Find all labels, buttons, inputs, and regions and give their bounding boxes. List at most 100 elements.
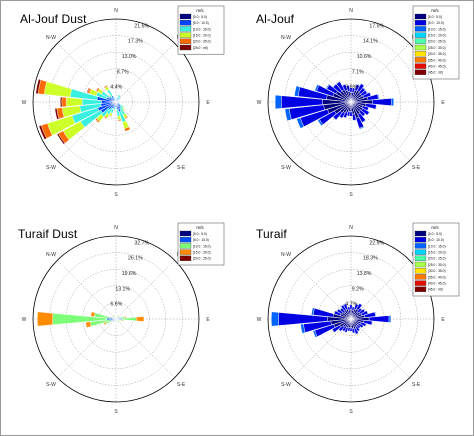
rose-petal-segment <box>374 311 377 317</box>
legend-entry-label: [25.0 : inf) <box>193 46 208 50</box>
legend-swatch <box>179 26 192 32</box>
radial-percent-label: 7.1% <box>352 69 364 75</box>
legend-entry-label: [10.0 : 15.0) <box>428 27 446 31</box>
outer-ring <box>267 235 435 403</box>
legend-swatch <box>414 51 427 57</box>
panel-turaif: NN-EES-ESS-WWN-W4.7%9.2%13.8%18.3%22.9%m… <box>237 219 473 436</box>
spoke-line <box>292 318 352 378</box>
direction-label: N-W <box>281 35 291 41</box>
legend-swatch <box>179 230 192 237</box>
direction-label: S-E <box>177 382 186 388</box>
rose-petal-segment <box>119 320 122 322</box>
direction-label: N-W <box>46 35 56 41</box>
rose-petal-segment <box>124 126 131 132</box>
rose-petal-segment <box>317 118 324 127</box>
rose-petal-segment <box>85 321 92 328</box>
rose-petal-segment <box>60 96 63 108</box>
legend-entry-label: [15.0 : 20.0) <box>428 251 446 255</box>
rose-petal-segment <box>333 310 336 314</box>
radial-percent-label: 17.3% <box>128 39 143 45</box>
rose-petal-segment <box>43 81 73 98</box>
rose-petal-segment <box>367 107 370 112</box>
rose-petal-segment <box>300 323 306 334</box>
rose-petal-segment <box>377 93 380 100</box>
rose-petal-segment <box>115 313 117 315</box>
rose-petal-segment <box>103 115 108 120</box>
direction-label: E <box>206 100 210 106</box>
outer-ring <box>267 18 435 186</box>
legend-swatch <box>414 26 427 32</box>
panel-turaif-dust: NN-EES-ESS-WWN-W6.6%13.1%19.6%26.1%32.7%… <box>2 219 238 436</box>
direction-label: S <box>114 409 118 415</box>
legend-entry-label: [15.0 : 20.0) <box>193 251 211 255</box>
legend-entry-label: [25.0 : 30.0) <box>428 46 446 50</box>
direction-label: N-W <box>46 252 56 258</box>
direction-label: E <box>206 317 210 323</box>
rose-petal-segment <box>336 308 339 312</box>
rose-petal-segment <box>366 310 369 314</box>
spoke-line <box>57 260 117 320</box>
rose-petal-segment <box>365 89 368 94</box>
rose-petal-segment <box>113 96 116 100</box>
rose-petal-segment <box>361 325 365 329</box>
legend-swatch <box>414 69 427 75</box>
direction-label: W <box>22 100 27 106</box>
spoke-line <box>57 101 117 161</box>
legend-swatch <box>414 13 427 20</box>
legend-swatch <box>414 286 427 292</box>
spoke-line <box>350 260 410 320</box>
legend-title: m/s <box>431 225 439 230</box>
rose-petal-segment <box>349 87 353 93</box>
chart-title: Turaif <box>256 227 287 241</box>
rose-petal-segment <box>108 114 112 117</box>
windrose-al-jouf-dust: NN-EES-ESS-WWN-W4.4%8.7%13.0%17.3%21.6%m… <box>22 5 225 198</box>
rose-petal-segment <box>86 87 90 94</box>
radial-percent-label: 19.6% <box>122 271 137 277</box>
legend-swatch <box>179 243 192 249</box>
legend-entry-label: [45.0 : inf) <box>428 288 443 292</box>
direction-label: N <box>349 8 353 14</box>
windrose-turaif: NN-EES-ESS-WWN-W4.7%9.2%13.8%18.3%22.9%m… <box>257 222 460 415</box>
rose-petal-segment <box>338 116 343 119</box>
spoke-line <box>115 101 175 161</box>
direction-label: S-E <box>412 382 421 388</box>
spoke-line <box>292 260 352 320</box>
legend-entry-label: [5.0 : 10.0) <box>428 21 444 25</box>
legend-entry-label: [30.0 : 35.0) <box>428 269 446 273</box>
rose-petal-segment <box>113 110 116 112</box>
legend-title: m/s <box>431 8 439 13</box>
legend-swatch <box>179 13 192 20</box>
rose-petal-segment <box>37 311 54 327</box>
windrose-turaif-dust: NN-EES-ESS-WWN-W6.6%13.1%19.6%26.1%32.7%… <box>22 222 225 415</box>
legend-entry-label: [0.0 : 5.0) <box>428 15 442 19</box>
direction-label: S-W <box>46 165 56 171</box>
rose-petal-segment <box>271 311 280 327</box>
rose-petal-segment <box>117 97 121 101</box>
legend-entry-label: [5.0 : 10.0) <box>428 238 444 242</box>
spoke-line <box>350 43 410 103</box>
outer-ring <box>32 18 200 186</box>
spoke-line <box>115 43 175 103</box>
legend-entry-label: [15.0 : 20.0) <box>193 34 211 38</box>
legend-swatch <box>414 38 427 44</box>
radial-percent-label: 4.7% <box>345 302 357 308</box>
rose-petal-segment <box>356 83 361 86</box>
direction-label: S <box>349 409 353 415</box>
rose-petal-segment <box>122 319 124 322</box>
legend-entry-label: [5.0 : 10.0) <box>193 21 209 25</box>
chart-title: Turaif Dust <box>18 227 78 241</box>
rose-petal-segment <box>355 332 359 335</box>
legend-swatch <box>414 243 427 249</box>
legend-swatch <box>179 38 192 44</box>
rose-petal-segment <box>341 329 345 333</box>
rose-petal-segment <box>116 321 119 323</box>
legend-swatch <box>414 261 427 268</box>
radial-percent-label: 21.6% <box>134 23 149 29</box>
rose-petal-segment <box>61 96 67 108</box>
radial-percent-label: 6.6% <box>110 302 122 308</box>
legend-entry-label: [20.0 : 25.0) <box>193 257 211 261</box>
legend-swatch <box>414 44 427 51</box>
legend-title: m/s <box>196 8 204 13</box>
radial-percent-label: 13.0% <box>122 54 137 60</box>
spoke-line <box>115 260 175 320</box>
